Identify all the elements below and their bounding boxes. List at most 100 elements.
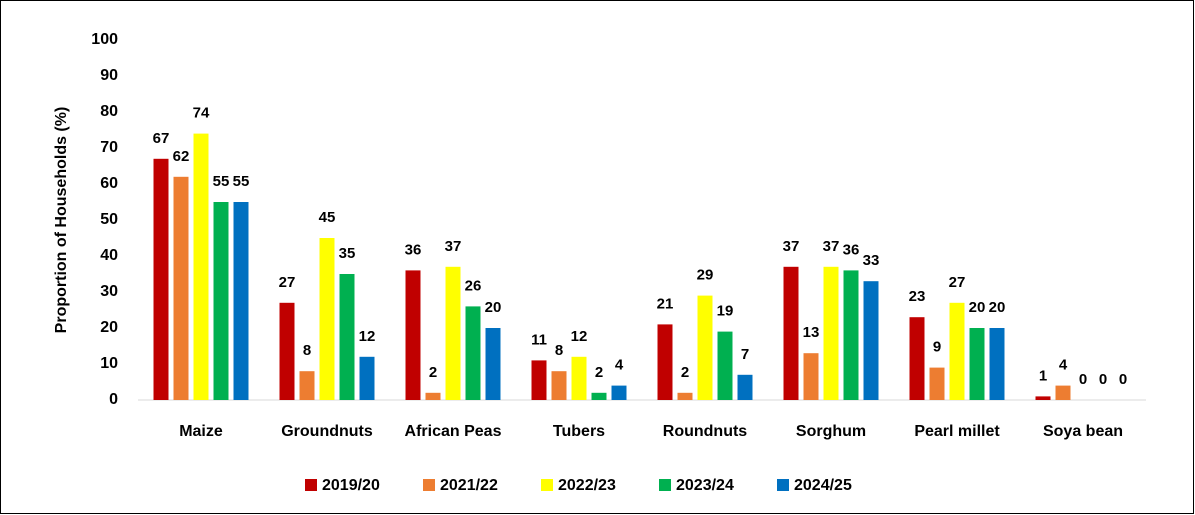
- bar: [485, 328, 501, 400]
- value-label: 0: [1119, 371, 1127, 388]
- legend-label: 2021/22: [440, 477, 498, 494]
- bar: [233, 202, 249, 400]
- value-label: 2: [595, 364, 603, 381]
- y-tick-label: 10: [100, 355, 118, 372]
- bar: [359, 356, 375, 400]
- bar: [949, 302, 965, 400]
- value-label: 2: [681, 364, 689, 381]
- bar: [319, 238, 335, 400]
- value-label: 27: [279, 274, 296, 291]
- value-label: 0: [1099, 371, 1107, 388]
- bar: [405, 270, 421, 400]
- x-tick-label: Tubers: [553, 423, 605, 440]
- value-label: 37: [445, 238, 462, 255]
- y-tick-label: 60: [100, 175, 118, 192]
- bar: [279, 302, 295, 400]
- legend-label: 2023/24: [676, 477, 734, 494]
- legend-swatch: [777, 479, 789, 491]
- value-label: 8: [303, 342, 311, 359]
- bar: [677, 392, 693, 400]
- value-label: 55: [213, 173, 230, 190]
- value-label: 21: [657, 295, 674, 312]
- legend-swatch: [541, 479, 553, 491]
- legend-label: 2024/25: [794, 477, 852, 494]
- bar: [969, 328, 985, 400]
- bar: [843, 270, 859, 400]
- x-tick-label: Pearl millet: [914, 423, 1000, 440]
- bar: [591, 392, 607, 400]
- x-tick-label: Groundnuts: [281, 423, 373, 440]
- y-tick-label: 20: [100, 319, 118, 336]
- value-label: 11: [531, 331, 547, 348]
- y-tick-label: 0: [109, 391, 118, 408]
- x-tick-label: African Peas: [405, 423, 502, 440]
- legend-label: 2022/23: [558, 477, 616, 494]
- bar: [531, 360, 547, 400]
- y-tick-label: 30: [100, 283, 118, 300]
- value-label: 12: [571, 328, 588, 345]
- bar: [783, 266, 799, 400]
- value-label: 36: [843, 241, 860, 258]
- legend-label: 2019/20: [322, 477, 380, 494]
- bar: [697, 295, 713, 400]
- bar: [153, 158, 169, 400]
- value-label: 4: [615, 357, 624, 374]
- bar: [551, 371, 567, 400]
- value-label: 67: [153, 130, 170, 147]
- value-label: 26: [465, 277, 482, 294]
- value-label: 20: [969, 299, 986, 316]
- value-label: 33: [863, 252, 880, 269]
- value-label: 20: [989, 299, 1006, 316]
- bar: [803, 353, 819, 400]
- bar: [1055, 385, 1071, 400]
- value-label: 35: [339, 245, 356, 262]
- value-label: 13: [803, 324, 820, 341]
- value-label: 37: [823, 238, 840, 255]
- value-label: 55: [233, 173, 250, 190]
- bar: [173, 176, 189, 400]
- value-label: 27: [949, 274, 966, 291]
- y-tick-label: 40: [100, 247, 118, 264]
- bar: [929, 367, 945, 400]
- bar: [657, 324, 673, 400]
- bar: [717, 331, 733, 400]
- bar: [863, 281, 879, 400]
- value-label: 12: [359, 328, 376, 345]
- value-label: 29: [697, 267, 714, 284]
- bar: [571, 356, 587, 400]
- value-label: 8: [555, 342, 563, 359]
- value-label: 4: [1059, 357, 1068, 374]
- bar: [339, 274, 355, 400]
- bar: [465, 306, 481, 400]
- value-label: 36: [405, 241, 422, 258]
- value-label: 20: [485, 299, 502, 316]
- value-label: 7: [741, 346, 749, 363]
- bar: [445, 266, 461, 400]
- y-tick-label: 90: [100, 67, 118, 84]
- x-tick-label: Maize: [179, 423, 223, 440]
- legend-swatch: [659, 479, 671, 491]
- legend-swatch: [423, 479, 435, 491]
- value-label: 37: [783, 238, 800, 255]
- legend-swatch: [305, 479, 317, 491]
- bar: [1035, 396, 1051, 400]
- x-tick-label: Sorghum: [796, 423, 866, 440]
- bar: [737, 374, 753, 400]
- y-tick-label: 50: [100, 211, 118, 228]
- y-tick-label: 70: [100, 139, 118, 156]
- value-label: 1: [1039, 367, 1047, 384]
- y-tick-label: 80: [100, 103, 118, 120]
- value-label: 2: [429, 364, 437, 381]
- value-label: 62: [173, 148, 190, 165]
- x-tick-label: Roundnuts: [663, 423, 748, 440]
- bar: [823, 266, 839, 400]
- bar: [299, 371, 315, 400]
- y-tick-label: 100: [91, 31, 118, 48]
- bar: [425, 392, 441, 400]
- value-label: 9: [933, 339, 941, 356]
- bar: [909, 317, 925, 400]
- bar: [989, 328, 1005, 400]
- value-label: 45: [319, 209, 336, 226]
- value-label: 19: [717, 303, 734, 320]
